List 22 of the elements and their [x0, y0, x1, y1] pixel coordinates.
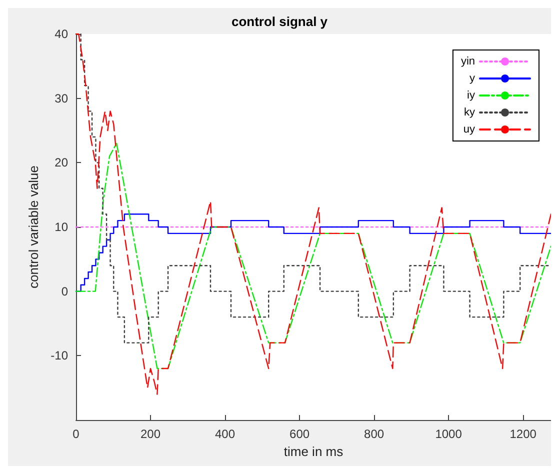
y-axis-title: control variable value: [26, 166, 41, 288]
x-tick-label: 800: [364, 427, 384, 441]
x-axis-title: time in ms: [284, 444, 344, 459]
x-tick-label: 600: [290, 427, 310, 441]
y-tick-label: -10: [50, 348, 68, 363]
x-tick-label: 200: [140, 427, 161, 441]
x-tick-label: 1000: [435, 427, 462, 441]
x-tick-label: 0: [72, 427, 80, 441]
y-tick-label: 10: [54, 220, 68, 234]
line-series: [75, 142, 551, 370]
y-tick-label: 20: [54, 156, 68, 170]
y-tick-label: 30: [54, 91, 68, 106]
legend-label: iy: [467, 90, 476, 102]
y-tick-label: 0: [61, 284, 68, 298]
legend-label: yin: [460, 56, 475, 68]
y-tick-label: 40: [54, 27, 68, 41]
legend-label: y: [470, 72, 476, 84]
legend-label: ky: [464, 106, 476, 118]
chart-title: control signal y: [231, 14, 328, 29]
legend-label: uy: [463, 124, 476, 136]
x-tick-label: 1200: [510, 427, 537, 441]
x-tick-label: 400: [215, 427, 236, 441]
